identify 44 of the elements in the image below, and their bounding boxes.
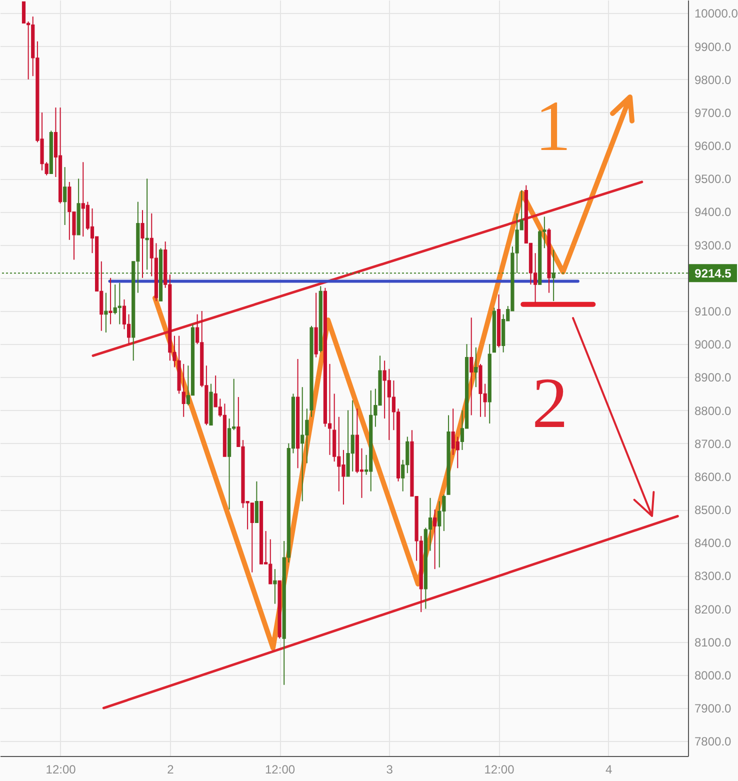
candlestick	[63, 166, 67, 226]
y-tick-label: 8300.0	[694, 569, 732, 584]
candlestick	[108, 277, 112, 325]
y-tick-label: 9400.0	[694, 205, 732, 220]
candlestick	[474, 346, 478, 388]
ref-line-label: 9214.5	[694, 266, 732, 281]
x-tick-label: 4	[606, 762, 613, 776]
candlestick	[433, 509, 437, 570]
candlestick	[118, 282, 122, 325]
annotation: 1	[535, 86, 571, 166]
y-tick-label: 8700.0	[694, 436, 732, 451]
x-tick-label: 2	[167, 762, 174, 776]
candlestick	[140, 210, 144, 278]
y-tick-label: 8100.0	[694, 635, 732, 650]
candlestick	[145, 178, 149, 270]
y-tick-label: 8000.0	[694, 668, 732, 682]
y-tick-label: 9600.0	[694, 139, 732, 154]
y-tick-label: 8400.0	[694, 536, 732, 550]
y-tick-label: 9000.0	[694, 338, 732, 352]
candlestick	[470, 317, 474, 416]
annotation: 2	[532, 363, 568, 443]
x-tick-label: 3	[386, 762, 394, 776]
y-tick-label: 8900.0	[694, 370, 732, 385]
candlestick	[104, 292, 108, 334]
y-tick-label: 8500.0	[694, 503, 732, 518]
y-tick-label: 7900.0	[694, 702, 732, 716]
y-tick-label: 9800.0	[694, 72, 732, 87]
x-tick-label: 12:00	[46, 762, 76, 776]
candlestick	[273, 568, 277, 604]
x-tick-label: 12:00	[484, 762, 515, 776]
y-tick-label: 8200.0	[694, 602, 732, 616]
y-tick-label: 9700.0	[694, 106, 732, 120]
candlestick	[254, 480, 258, 524]
candlestick	[22, 1, 26, 24]
candlestick	[182, 363, 186, 418]
y-tick-label: 8800.0	[694, 404, 732, 418]
y-tick-label: 10000.0	[694, 6, 738, 21]
x-tick-label: 12:00	[265, 762, 296, 776]
y-tick-label: 9500.0	[694, 172, 732, 186]
y-tick-label: 9900.0	[694, 40, 732, 54]
y-tick-label: 7800.0	[694, 734, 732, 749]
y-tick-label: 9100.0	[694, 304, 732, 318]
y-tick-label: 9300.0	[694, 238, 732, 252]
y-tick-label: 8600.0	[694, 470, 732, 484]
